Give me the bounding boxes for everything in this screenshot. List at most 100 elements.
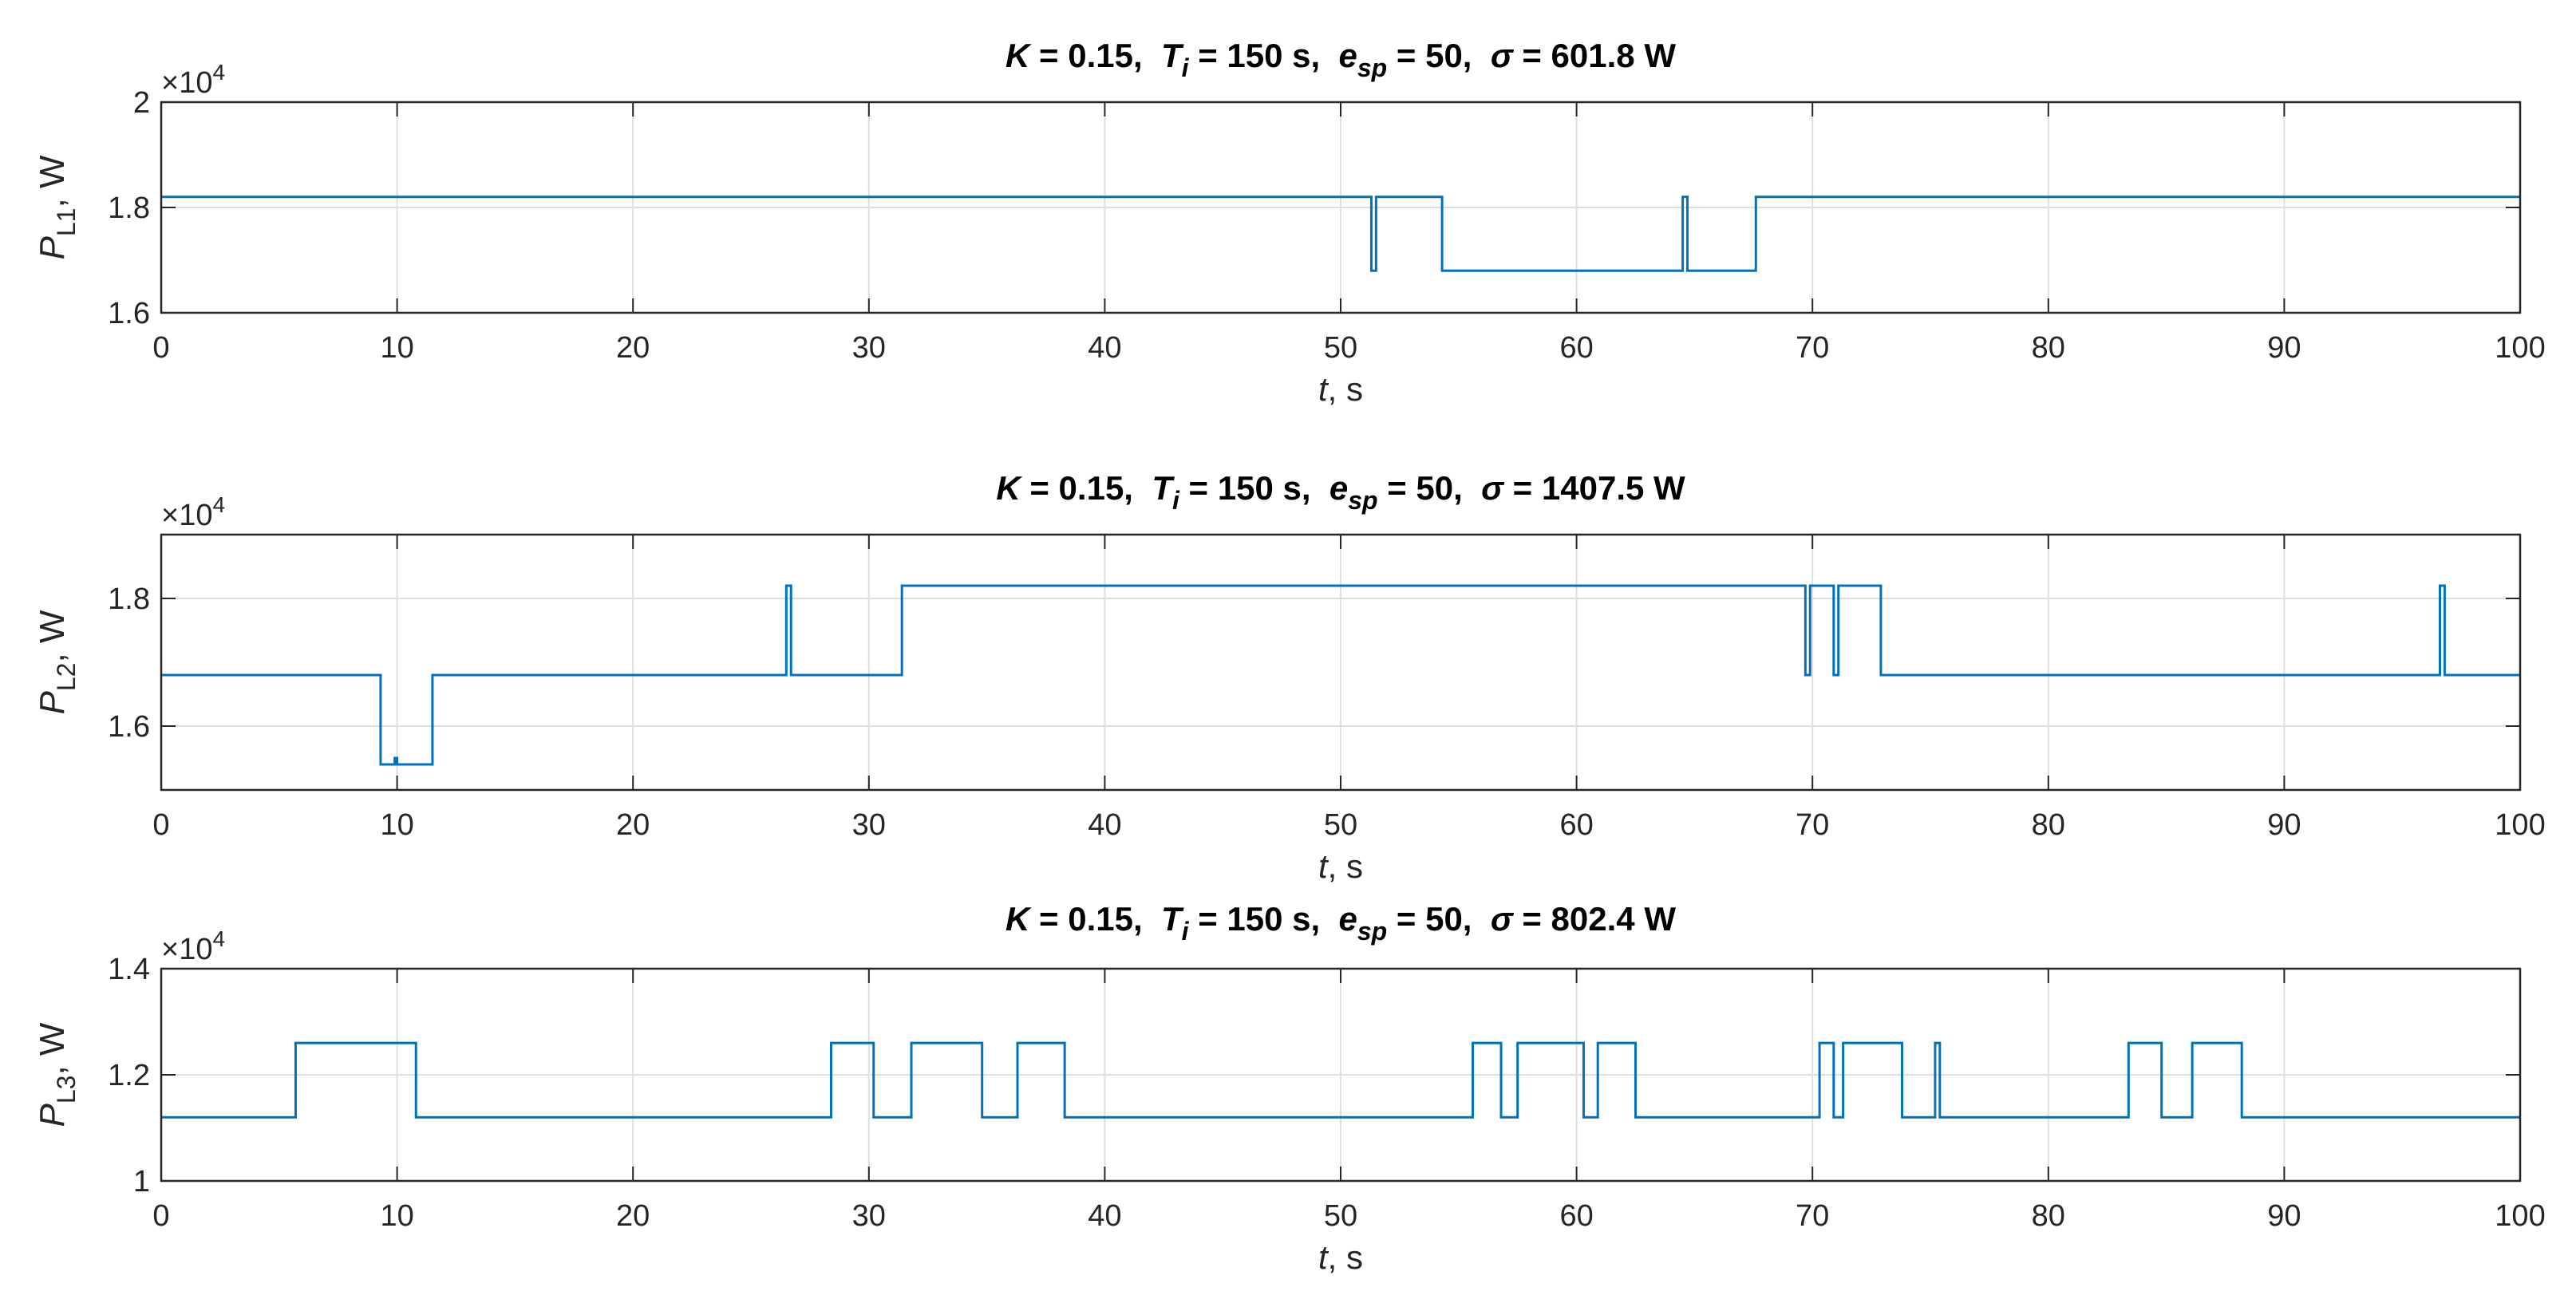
y-axis-subscript: L1 <box>52 208 81 237</box>
exponent-base: ×10 <box>161 499 212 532</box>
title-t-value: = 150 s, <box>1179 469 1329 507</box>
x-tick-label: 100 <box>2495 331 2545 365</box>
chart-title: K = 0.15, Ti = 150 s, esp = 50, σ = 1407… <box>996 469 1685 515</box>
x-tick-label: 60 <box>1559 808 1593 842</box>
x-tick-label: 50 <box>1324 808 1357 842</box>
title-e-value: = 50, <box>1378 469 1482 507</box>
title-e: e <box>1339 900 1357 938</box>
y-exponent-label: ×104 <box>161 492 225 532</box>
x-tick-label: 20 <box>616 1199 650 1233</box>
exponent-base: ×10 <box>161 933 212 966</box>
x-axis-unit: , s <box>1328 847 1363 885</box>
x-axis-variable: t <box>1318 847 1329 885</box>
x-axis-unit: , s <box>1328 370 1363 408</box>
x-tick-label: 80 <box>2032 808 2065 842</box>
y-exponent-label: ×104 <box>161 60 225 100</box>
y-axis-variable: P <box>33 1103 72 1127</box>
title-sigma: σ <box>1491 37 1515 74</box>
y-tick-label: 1.2 <box>108 1059 150 1092</box>
x-axis-unit: , s <box>1328 1238 1363 1276</box>
x-tick-label: 40 <box>1088 331 1121 365</box>
y-tick-label: 1.6 <box>108 297 150 330</box>
chart-panel-2: 0 10 20 30 40 50 60 70 80 90 100 1.6 1.8 ×104 t, s PL2,… <box>33 469 2546 885</box>
y-axis-unit: , W <box>33 610 72 662</box>
title-t-subscript: i <box>1182 53 1190 82</box>
y-axis-variable: P <box>33 690 72 714</box>
exponent-power: 4 <box>212 926 225 951</box>
title-sigma-value: = 1407.5 W <box>1503 469 1685 507</box>
title-k-value: = 0.15, <box>1021 469 1152 507</box>
x-tick-label: 90 <box>2267 331 2301 365</box>
x-tick-label: 70 <box>1796 808 1829 842</box>
title-t: T <box>1152 469 1175 507</box>
x-tick-label: 0 <box>152 1199 169 1233</box>
x-tick-label: 100 <box>2495 1199 2545 1233</box>
x-tick-label: 40 <box>1088 1199 1121 1233</box>
x-tick-label: 60 <box>1559 1199 1593 1233</box>
x-axis-label: t, s <box>1318 1238 1363 1276</box>
y-axis-subscript: L2 <box>52 663 81 692</box>
x-tick-label: 80 <box>2032 1199 2065 1233</box>
title-t-value: = 150 s, <box>1189 900 1339 938</box>
x-tick-label: 30 <box>852 331 886 365</box>
title-k-value: = 0.15, <box>1029 900 1161 938</box>
x-tick-label: 10 <box>380 1199 413 1233</box>
y-tick-label: 1.6 <box>108 710 150 744</box>
x-tick-label: 90 <box>2267 1199 2301 1233</box>
x-tick-label: 10 <box>380 331 413 365</box>
y-tick-label: 1.8 <box>108 192 150 225</box>
x-tick-label: 50 <box>1324 331 1357 365</box>
title-k: K <box>1006 37 1032 74</box>
title-sigma: σ <box>1491 900 1515 938</box>
x-tick-label: 80 <box>2032 331 2065 365</box>
x-tick-label: 20 <box>616 331 650 365</box>
chart-title: K = 0.15, Ti = 150 s, esp = 50, σ = 802.… <box>1006 900 1676 946</box>
y-tick-label: 1.4 <box>108 953 150 986</box>
chart-title: K = 0.15, Ti = 150 s, esp = 50, σ = 601.… <box>1006 37 1676 82</box>
x-axis-label: t, s <box>1318 370 1363 408</box>
x-tick-label: 30 <box>852 808 886 842</box>
x-tick-label: 0 <box>152 331 169 365</box>
y-tick-label: 1 <box>133 1165 150 1198</box>
x-tick-label: 100 <box>2495 808 2545 842</box>
y-axis-label: PL3, W <box>33 1022 81 1127</box>
title-k-value: = 0.15, <box>1029 37 1161 74</box>
x-axis-variable: t <box>1318 1238 1329 1276</box>
x-tick-label: 20 <box>616 808 650 842</box>
exponent-base: ×10 <box>161 66 212 100</box>
chart-panel-3: 0 10 20 30 40 50 60 70 80 90 100 1 1.2 1.4 ×104 t, s PL3… <box>33 900 2546 1276</box>
x-tick-label: 70 <box>1796 331 1829 365</box>
title-e-subscript: sp <box>1348 486 1377 515</box>
title-t-subscript: i <box>1182 917 1190 946</box>
y-tick-label: 1.8 <box>108 582 150 616</box>
y-axis-unit: , W <box>33 155 72 207</box>
title-sigma-value: = 601.8 W <box>1513 37 1677 74</box>
y-axis-unit: , W <box>33 1022 72 1075</box>
x-tick-label: 30 <box>852 1199 886 1233</box>
exponent-power: 4 <box>212 60 225 85</box>
x-tick-label: 60 <box>1559 331 1593 365</box>
title-sigma-value: = 802.4 W <box>1513 900 1677 938</box>
title-e-value: = 50, <box>1387 900 1491 938</box>
title-e-subscript: sp <box>1357 917 1387 946</box>
y-axis-subscript: L3 <box>52 1076 81 1104</box>
title-t: T <box>1161 900 1184 938</box>
title-e-subscript: sp <box>1357 53 1387 82</box>
title-k: K <box>996 469 1022 507</box>
x-tick-label: 10 <box>380 808 413 842</box>
series-line-1 <box>161 195 2520 272</box>
x-tick-label: 40 <box>1088 808 1121 842</box>
x-tick-label: 0 <box>152 808 169 842</box>
x-tick-label: 50 <box>1324 1199 1357 1233</box>
title-t-subscript: i <box>1172 486 1180 515</box>
y-axis-label: PL1, W <box>33 155 81 259</box>
title-k: K <box>1006 900 1032 938</box>
title-e: e <box>1329 469 1348 507</box>
y-axis-variable: P <box>33 235 72 259</box>
title-t-value: = 150 s, <box>1189 37 1339 74</box>
title-e: e <box>1339 37 1357 74</box>
x-tick-label: 70 <box>1796 1199 1829 1233</box>
series-line-1 <box>161 584 2520 766</box>
y-axis-label: PL2, W <box>33 610 81 714</box>
